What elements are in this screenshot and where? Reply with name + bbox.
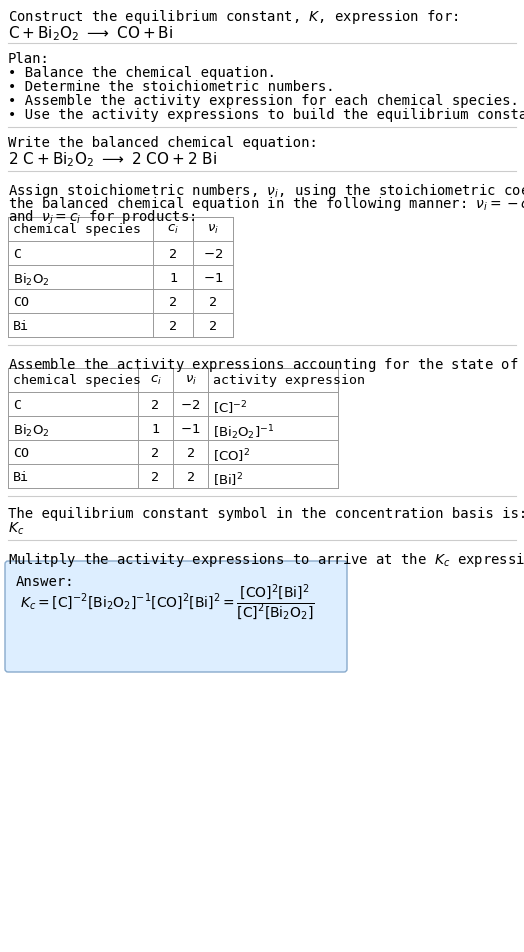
- Text: 2: 2: [169, 296, 177, 308]
- Text: CO: CO: [13, 446, 29, 460]
- Text: $\mathrm{C + Bi_2O_2\ \longrightarrow\ CO + Bi}$: $\mathrm{C + Bi_2O_2\ \longrightarrow\ C…: [8, 24, 173, 43]
- Text: $-1$: $-1$: [203, 271, 223, 285]
- Text: $\nu_i$: $\nu_i$: [207, 223, 219, 236]
- Text: $[\mathrm{Bi}]^{2}$: $[\mathrm{Bi}]^{2}$: [213, 470, 243, 488]
- Text: CO: CO: [13, 296, 29, 308]
- Text: Plan:: Plan:: [8, 52, 50, 66]
- Text: chemical species: chemical species: [13, 223, 141, 236]
- Text: 2: 2: [151, 470, 159, 484]
- Text: $[\mathrm{CO}]^{2}$: $[\mathrm{CO}]^{2}$: [213, 446, 250, 464]
- Text: 2: 2: [169, 320, 177, 332]
- Text: • Assemble the activity expression for each chemical species.: • Assemble the activity expression for e…: [8, 94, 519, 108]
- Text: • Determine the stoichiometric numbers.: • Determine the stoichiometric numbers.: [8, 80, 335, 94]
- Text: 1: 1: [151, 423, 159, 436]
- Text: the balanced chemical equation in the following manner: $\nu_i = -c_i$ for react: the balanced chemical equation in the fo…: [8, 195, 524, 213]
- Text: 2: 2: [187, 446, 194, 460]
- Text: Bi: Bi: [13, 320, 29, 332]
- Text: $-1$: $-1$: [180, 423, 201, 436]
- Text: $K_c$: $K_c$: [8, 521, 24, 537]
- Text: 2: 2: [151, 399, 159, 411]
- Text: chemical species: chemical species: [13, 373, 141, 387]
- Text: • Balance the chemical equation.: • Balance the chemical equation.: [8, 66, 276, 80]
- Text: $K_c = [\mathrm{C}]^{-2}[\mathrm{Bi_2O_2}]^{-1}[\mathrm{CO}]^{2}[\mathrm{Bi}]^{2: $K_c = [\mathrm{C}]^{-2}[\mathrm{Bi_2O_2…: [20, 583, 314, 623]
- Text: Bi: Bi: [13, 470, 29, 484]
- Text: and $\nu_i = c_i$ for products:: and $\nu_i = c_i$ for products:: [8, 208, 195, 226]
- Text: $c_i$: $c_i$: [149, 373, 161, 387]
- Text: 2: 2: [169, 248, 177, 261]
- Text: $-2$: $-2$: [203, 248, 223, 261]
- Text: C: C: [13, 248, 21, 261]
- Text: 2: 2: [151, 446, 159, 460]
- Text: $\mathrm{Bi_2O_2}$: $\mathrm{Bi_2O_2}$: [13, 271, 50, 288]
- Text: $[\mathrm{Bi_2O_2}]^{-1}$: $[\mathrm{Bi_2O_2}]^{-1}$: [213, 423, 274, 441]
- Text: activity expression: activity expression: [213, 373, 365, 387]
- Text: $[\mathrm{C}]^{-2}$: $[\mathrm{C}]^{-2}$: [213, 399, 247, 416]
- Text: The equilibrium constant symbol in the concentration basis is:: The equilibrium constant symbol in the c…: [8, 506, 524, 521]
- Text: Mulitply the activity expressions to arrive at the $K_c$ expression:: Mulitply the activity expressions to arr…: [8, 550, 524, 568]
- Text: $\mathrm{2\ C + Bi_2O_2\ \longrightarrow\ 2\ CO + 2\ Bi}$: $\mathrm{2\ C + Bi_2O_2\ \longrightarrow…: [8, 149, 217, 169]
- Text: Construct the equilibrium constant, $K$, expression for:: Construct the equilibrium constant, $K$,…: [8, 8, 458, 26]
- Text: Assign stoichiometric numbers, $\nu_i$, using the stoichiometric coefficients, $: Assign stoichiometric numbers, $\nu_i$, …: [8, 182, 524, 200]
- Text: C: C: [13, 399, 21, 411]
- FancyBboxPatch shape: [5, 562, 347, 672]
- Text: 2: 2: [209, 296, 217, 308]
- Text: 1: 1: [169, 271, 177, 285]
- Text: • Use the activity expressions to build the equilibrium constant expression.: • Use the activity expressions to build …: [8, 108, 524, 122]
- Text: 2: 2: [209, 320, 217, 332]
- Text: $\mathrm{Bi_2O_2}$: $\mathrm{Bi_2O_2}$: [13, 423, 50, 439]
- Text: Assemble the activity expressions accounting for the state of matter and $\nu_i$: Assemble the activity expressions accoun…: [8, 356, 524, 373]
- Text: $\nu_i$: $\nu_i$: [184, 373, 196, 387]
- Text: Answer:: Answer:: [16, 574, 74, 588]
- Text: 2: 2: [187, 470, 194, 484]
- Text: $c_i$: $c_i$: [167, 223, 179, 236]
- Text: Write the balanced chemical equation:: Write the balanced chemical equation:: [8, 136, 318, 149]
- Text: $-2$: $-2$: [180, 399, 201, 411]
